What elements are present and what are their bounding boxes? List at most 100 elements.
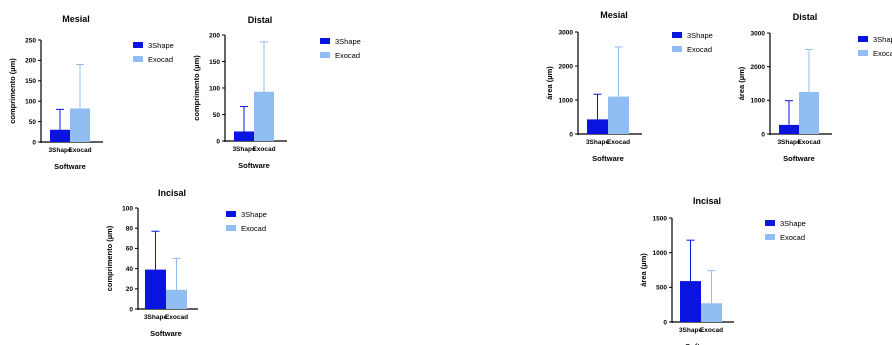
bar-3shape — [234, 131, 254, 141]
y-axis-label: comprimento (µm) — [105, 225, 114, 291]
legend-swatch — [765, 220, 775, 226]
legend-swatch — [226, 225, 236, 231]
bar-3shape — [587, 119, 608, 134]
y-tick-label: 500 — [656, 285, 667, 292]
x-tick-label: Exocad — [797, 139, 820, 146]
chart-title: Incisal — [158, 188, 186, 198]
bar-exocad — [608, 96, 629, 134]
y-tick-label: 150 — [25, 78, 36, 85]
bar-exocad — [70, 108, 90, 142]
legend-label: Exocad — [687, 45, 712, 54]
y-tick-label: 2000 — [559, 63, 574, 70]
legend-label: 3Shape — [241, 210, 267, 219]
y-tick-label: 0 — [32, 139, 36, 146]
y-tick-label: 0 — [761, 131, 765, 138]
y-tick-label: 200 — [209, 32, 220, 39]
y-tick-label: 3000 — [751, 30, 766, 37]
y-tick-label: 100 — [25, 99, 36, 106]
y-tick-label: 60 — [126, 246, 134, 253]
legend-swatch — [226, 211, 236, 217]
legend-swatch — [672, 32, 682, 38]
x-tick-label: Exocad — [68, 147, 91, 154]
x-axis-label: Software — [783, 154, 815, 163]
legend-swatch — [765, 234, 775, 240]
y-tick-label: 100 — [122, 205, 133, 212]
y-tick-label: 1500 — [653, 215, 668, 222]
chart-title: Incisal — [693, 196, 721, 206]
bar-3shape — [145, 269, 166, 309]
legend-swatch — [133, 56, 143, 62]
chart-panel-2: Distal 0 50 100 150 200 comprimento (µm) 3Shape… — [192, 15, 361, 170]
legend-label: 3Shape — [780, 219, 806, 228]
chart-panel-1: Mesial 0 50 100 150 200 250 comprimento (µm) 3Sh… — [8, 14, 174, 171]
x-tick-label: 3Shape — [679, 327, 703, 334]
legend-label: Exocad — [241, 224, 266, 233]
legend-label: 3Shape — [335, 37, 361, 46]
legend-swatch — [320, 38, 330, 44]
y-tick-label: 0 — [569, 131, 573, 138]
bar-exocad — [166, 289, 187, 309]
chart-title: Mesial — [600, 10, 628, 20]
chart-title: Mesial — [62, 14, 90, 24]
x-axis-label: Software — [592, 154, 624, 163]
y-tick-label: 20 — [126, 286, 134, 293]
x-tick-label: 3Shape — [48, 147, 72, 154]
legend-label: 3Shape — [873, 35, 892, 44]
x-axis-label: Software — [54, 162, 86, 171]
legend-swatch — [858, 36, 868, 42]
x-tick-label: 3Shape — [232, 146, 256, 153]
x-axis-label: Software — [238, 161, 270, 170]
legend-swatch — [672, 46, 682, 52]
legend-label: Exocad — [873, 49, 892, 58]
y-axis-label: área (µm) — [639, 253, 648, 287]
y-tick-label: 200 — [25, 58, 36, 65]
chart-panel-3: Incisal 0 20 40 60 80 100 comprimento (µm) 3Shap… — [105, 188, 267, 338]
y-tick-label: 0 — [663, 319, 667, 326]
bar-exocad — [254, 91, 274, 141]
chart-title: Distal — [248, 15, 273, 25]
x-tick-label: Exocad — [607, 139, 630, 146]
y-tick-label: 2000 — [751, 64, 766, 71]
y-axis-label: área (µm) — [737, 66, 746, 100]
legend-swatch — [133, 42, 143, 48]
y-tick-label: 3000 — [559, 29, 574, 36]
y-axis-label: comprimento (µm) — [192, 55, 201, 121]
y-tick-label: 40 — [126, 266, 134, 273]
y-tick-label: 1000 — [559, 97, 574, 104]
y-axis-label: área (µm) — [545, 66, 554, 100]
y-tick-label: 100 — [209, 85, 220, 92]
bar-3shape — [680, 281, 701, 322]
y-tick-label: 50 — [213, 112, 221, 119]
y-tick-label: 0 — [129, 306, 133, 313]
y-tick-label: 1000 — [751, 98, 766, 105]
x-tick-label: Exocad — [165, 314, 188, 321]
y-tick-label: 1000 — [653, 250, 668, 257]
chart-title: Distal — [793, 12, 818, 22]
y-axis-label: comprimento (µm) — [8, 58, 17, 124]
x-tick-label: 3Shape — [144, 314, 168, 321]
x-tick-label: Exocad — [700, 327, 723, 334]
y-tick-label: 50 — [29, 119, 37, 126]
bar-3shape — [779, 124, 799, 134]
legend-swatch — [858, 50, 868, 56]
y-tick-label: 150 — [209, 59, 220, 66]
legend-label: 3Shape — [148, 41, 174, 50]
legend-label: Exocad — [148, 55, 173, 64]
bar-exocad — [799, 91, 819, 134]
legend-label: 3Shape — [687, 31, 713, 40]
legend-label: Exocad — [780, 233, 805, 242]
legend-swatch — [320, 52, 330, 58]
y-tick-label: 0 — [216, 138, 220, 145]
y-tick-label: 250 — [25, 37, 36, 44]
x-axis-label: Software — [150, 329, 182, 338]
x-tick-label: 3Shape — [777, 139, 801, 146]
x-axis-label: Software — [685, 342, 717, 345]
legend-label: Exocad — [335, 51, 360, 60]
bar-3shape — [50, 129, 70, 142]
x-tick-label: 3Shape — [586, 139, 610, 146]
x-tick-label: Exocad — [252, 146, 275, 153]
